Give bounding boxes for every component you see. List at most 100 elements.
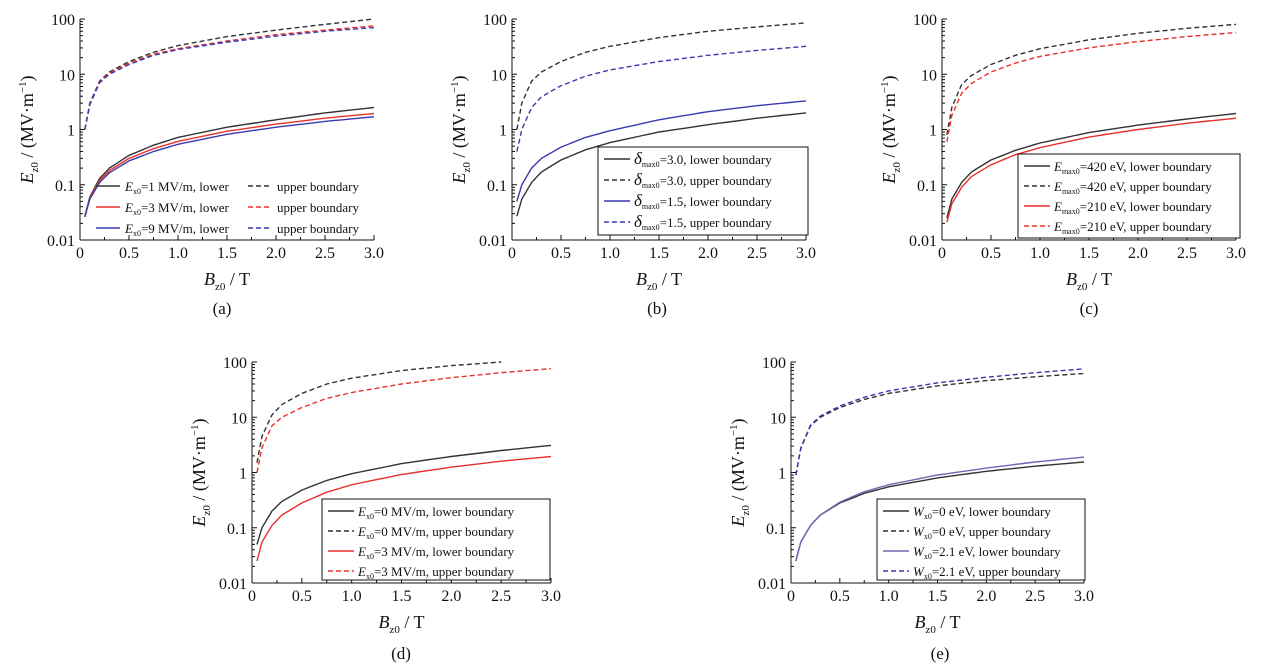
y-tick-label: 0.1 — [227, 521, 247, 538]
y-tick-label: 10 — [491, 67, 507, 84]
legend-entry: δmax0=3.0, upper boundary — [634, 170, 772, 190]
x-tick-label: 2.5 — [1025, 588, 1045, 605]
x-tick-label: 1.5 — [649, 245, 669, 262]
legend-entry: Wx0=0 eV, lower boundary — [913, 504, 1051, 521]
x-tick-label: 1.0 — [879, 588, 899, 605]
x-tick-label: 3.0 — [1226, 245, 1246, 262]
legend-entry: Emax0=420 eV, lower boundary — [1053, 159, 1212, 176]
x-tick-label: 2.0 — [441, 588, 461, 605]
x-tick-label: 2.0 — [266, 245, 286, 262]
x-tick-label: 1.5 — [392, 588, 412, 605]
series-line-1 — [795, 372, 1085, 476]
series-line-0 — [256, 444, 552, 545]
series-line-2 — [946, 117, 1237, 223]
legend-entry: δmax0=1.5, lower boundary — [634, 191, 772, 211]
chart-panel-1: 0 0.5 1.0 1.5 2.0 2.5 3.0 0.01 0.1 1 10 100 Bz0 / T E… — [449, 12, 816, 318]
y-tick-label: 10 — [770, 410, 786, 427]
series-line-3 — [256, 367, 552, 473]
legend-box — [321, 498, 551, 581]
legend-entry: Emax0=420 eV, upper boundary — [1053, 179, 1212, 196]
x-tick-label: 1.0 — [600, 245, 620, 262]
y-tick-label: 0.01 — [479, 233, 507, 250]
y-axis-label: Ez0 / (MV·m−1) — [449, 75, 473, 184]
y-tick-label: 100 — [762, 355, 786, 372]
y-tick-label: 100 — [223, 355, 247, 372]
y-tick-label: 1 — [929, 123, 937, 140]
x-tick-label: 2.5 — [747, 245, 767, 262]
x-tick-label: 3.0 — [364, 245, 384, 262]
x-tick-label: 2.0 — [698, 245, 718, 262]
y-axis-label: Ez0 / (MV·m−1) — [728, 418, 752, 527]
legend-entry: Ex0=0 MV/m, upper boundary — [357, 524, 515, 541]
series-line-4 — [84, 116, 375, 218]
y-tick-label: 1 — [778, 466, 786, 483]
x-tick-label: 3.0 — [541, 588, 561, 605]
panel-label: (b) — [647, 299, 667, 318]
y-tick-label: 0.1 — [917, 178, 937, 195]
chart-panel-3: 0 0.5 1.0 1.5 2.0 2.5 3.0 0.01 0.1 1 10 100 Bz0 / T E… — [189, 355, 561, 663]
legend-box — [597, 146, 809, 236]
y-tick-label: 0.1 — [766, 521, 786, 538]
series-line-1 — [946, 23, 1237, 136]
x-tick-label: 0.5 — [292, 588, 312, 605]
series-line-1 — [516, 22, 807, 130]
x-tick-label: 0.5 — [551, 245, 571, 262]
series-line-1 — [256, 361, 502, 463]
series-line-0 — [84, 106, 375, 217]
y-tick-label: 0.01 — [758, 576, 786, 593]
legend-entry: δmax0=1.5, upper boundary — [634, 212, 772, 232]
x-tick-label: 2.0 — [1128, 245, 1148, 262]
series-line-2 — [795, 456, 1085, 562]
series-line-3 — [946, 31, 1237, 142]
x-tick-label: 0.5 — [981, 245, 1001, 262]
x-tick-label: 2.5 — [315, 245, 335, 262]
x-tick-label: 2.5 — [1177, 245, 1197, 262]
legend-entry: Emax0=210 eV, upper boundary — [1053, 219, 1212, 236]
y-tick-label: 1 — [67, 123, 75, 140]
x-tick-label: 1.5 — [217, 245, 237, 262]
y-tick-label: 100 — [483, 12, 507, 29]
x-axis-label: Bz0 / T — [636, 269, 682, 293]
x-tick-label: 1.5 — [928, 588, 948, 605]
y-tick-label: 0.1 — [55, 178, 75, 195]
legend-box — [876, 498, 1086, 581]
y-tick-label: 100 — [51, 12, 75, 29]
chart-panel-0: 0 0.5 1.0 1.5 2.0 2.5 3.0 0.01 0.1 1 10 100 Bz0 / T E… — [17, 12, 384, 318]
x-tick-label: 0 — [248, 588, 256, 605]
legend-entry: Wx0=2.1 eV, lower boundary — [913, 544, 1061, 561]
x-tick-label: 0.5 — [830, 588, 850, 605]
panel-label: (d) — [391, 644, 411, 663]
legend-entry: upper boundary — [277, 221, 359, 236]
series-line-5 — [84, 26, 375, 130]
x-tick-label: 1.0 — [168, 245, 188, 262]
series-line-2 — [516, 100, 807, 202]
x-tick-label: 0.5 — [119, 245, 139, 262]
legend-entry: Wx0=2.1 eV, upper boundary — [913, 564, 1061, 581]
x-tick-label: 0 — [787, 588, 795, 605]
x-axis-label: Bz0 / T — [1066, 269, 1112, 293]
x-axis-label: Bz0 / T — [204, 269, 250, 293]
y-tick-label: 100 — [913, 12, 937, 29]
panel-label: (c) — [1080, 299, 1099, 318]
legend-entry: Ex0=0 MV/m, lower boundary — [357, 504, 515, 521]
y-tick-label: 0.1 — [487, 178, 507, 195]
y-tick-label: 10 — [231, 410, 247, 427]
series-line-0 — [946, 112, 1237, 219]
y-tick-label: 0.01 — [909, 233, 937, 250]
y-tick-label: 10 — [921, 67, 937, 84]
x-axis-label: Bz0 / T — [914, 612, 960, 636]
y-tick-label: 0.01 — [219, 576, 247, 593]
legend-entry: Ex0=3 MV/m, lower boundary — [357, 544, 515, 561]
legend-entry: Emax0=210 eV, lower boundary — [1053, 199, 1212, 216]
x-tick-label: 0 — [76, 245, 84, 262]
legend-entry: upper boundary — [277, 179, 359, 194]
legend-entry: Ex0=3 MV/m, upper boundary — [357, 564, 515, 581]
legend-entry: upper boundary — [277, 200, 359, 215]
legend-entry: δmax0=3.0, lower boundary — [634, 149, 772, 169]
y-axis-label: Ez0 / (MV·m−1) — [879, 75, 903, 184]
y-axis-label: Ez0 / (MV·m−1) — [189, 418, 213, 527]
legend-entry: Ex0=3 MV/m, lower — [124, 200, 229, 217]
x-tick-label: 3.0 — [796, 245, 816, 262]
chart-panel-4: 0 0.5 1.0 1.5 2.0 2.5 3.0 0.01 0.1 1 10 100 Bz0 / T E… — [728, 355, 1094, 663]
